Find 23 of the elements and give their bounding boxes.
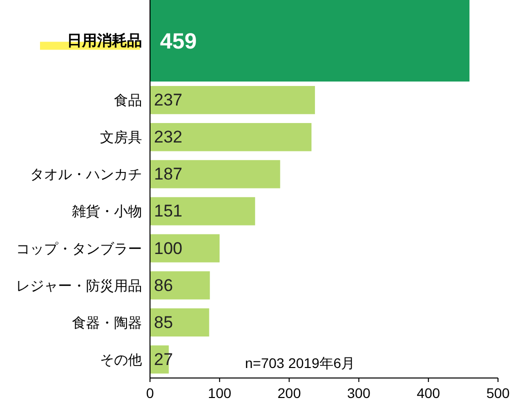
data-label: 151 [154, 202, 182, 221]
y-tick-label: 食品 [114, 92, 142, 108]
data-label: 85 [154, 312, 173, 332]
y-tick-label: 雑貨・小物 [72, 203, 142, 220]
x-tick-label: 100 [208, 385, 232, 401]
x-tick-label: 500 [486, 385, 510, 401]
annotation: n=703 2019年6月 [245, 355, 356, 371]
x-tick-label: 0 [146, 385, 154, 401]
y-tick-label: タオル・ハンカチ [30, 166, 142, 182]
y-tick-label: 食器・陶器 [72, 314, 142, 330]
y-tick-label: レジャー・防災用品 [16, 277, 142, 294]
y-tick-label: コップ・タンブラー [16, 240, 142, 256]
x-tick-label: 200 [278, 385, 302, 401]
data-label: 86 [154, 276, 173, 295]
x-tick-label: 400 [416, 385, 440, 401]
data-label: 237 [154, 90, 182, 110]
y-tick-label: 文房具 [100, 129, 142, 146]
data-label: 232 [154, 128, 182, 147]
data-label: 100 [154, 238, 182, 258]
data-label: 459 [160, 28, 197, 54]
data-label: 187 [154, 164, 182, 184]
x-tick-label: 300 [347, 385, 371, 401]
y-tick-label: その他 [100, 351, 142, 368]
